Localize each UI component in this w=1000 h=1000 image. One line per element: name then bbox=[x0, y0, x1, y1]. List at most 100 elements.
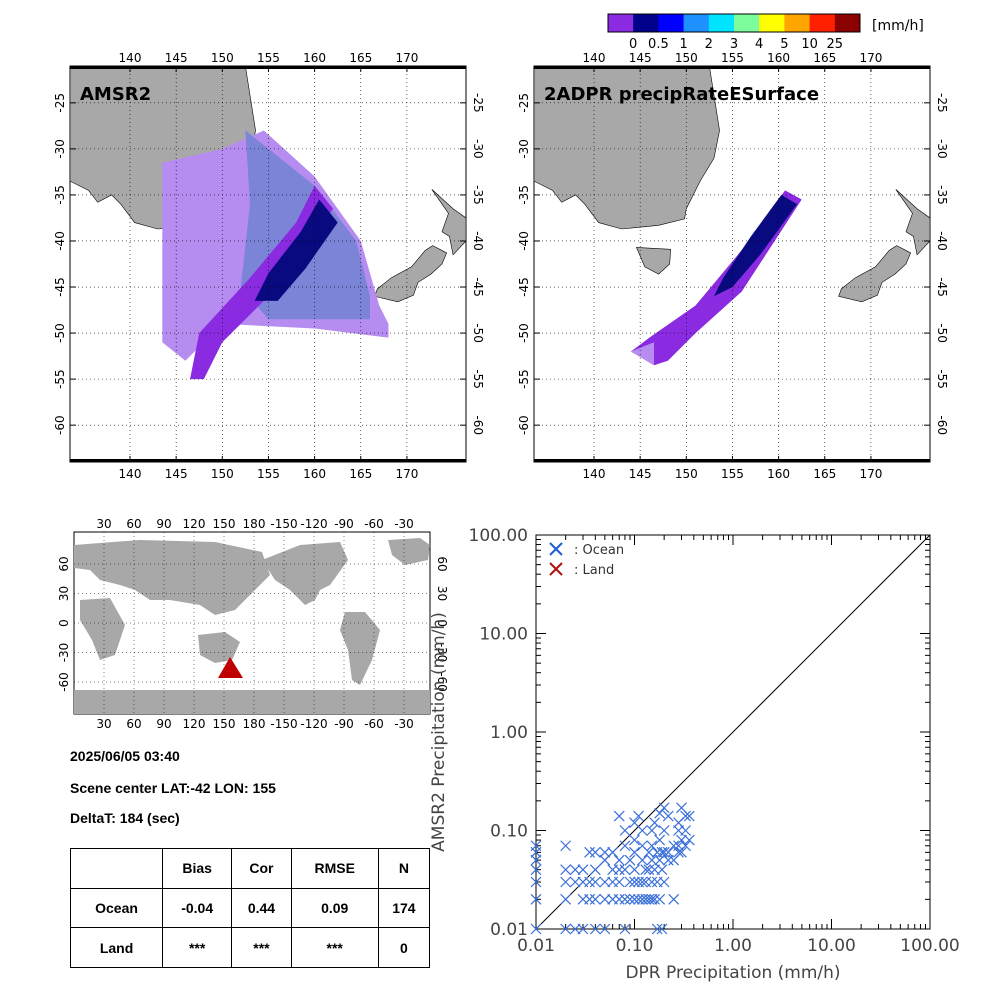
legend-marker-land bbox=[549, 562, 563, 576]
world-map-lon-label-bottom: 180 bbox=[243, 717, 266, 731]
world-map-lon-label-top: 120 bbox=[183, 517, 206, 531]
scatter-point-ocean bbox=[560, 864, 572, 876]
scatter-x-tick-label: 0.01 bbox=[517, 936, 555, 956]
colorbar-tick-label: 25 bbox=[827, 37, 844, 52]
scatter-plot: 0.010.01 0.10 0.10 1.00 1.00 10.00 10.00 100.00… bbox=[469, 526, 960, 956]
scatter-point-ocean bbox=[569, 876, 581, 888]
land-bias: *** bbox=[162, 927, 233, 968]
map-lat-label-left: -25 bbox=[517, 93, 531, 113]
scatter-point-ocean bbox=[662, 854, 674, 866]
world-continents bbox=[74, 538, 430, 714]
amsr2-map: 140 140 145 145 150 150 155 155 160 160 165 165 170 1… bbox=[53, 51, 485, 481]
map-lat-label-right: -40 bbox=[471, 231, 485, 251]
scatter-point-ocean bbox=[646, 825, 658, 836]
scatter-point-ocean bbox=[577, 864, 589, 876]
world-map-lon-label-bottom: 30 bbox=[96, 717, 111, 731]
map-lon-label-top: 145 bbox=[165, 51, 188, 65]
scatter-point-ocean bbox=[680, 825, 691, 836]
map-lon-label-top: 140 bbox=[583, 51, 606, 65]
map-lon-label-bottom: 145 bbox=[165, 467, 188, 481]
map-lon-label-top: 170 bbox=[859, 51, 882, 65]
new-zealand-north-island bbox=[895, 189, 931, 256]
world-map-lon-label-top: 150 bbox=[213, 517, 236, 531]
delta-t: DeltaT: 184 (sec) bbox=[70, 810, 180, 826]
world-map-lon-label-top: -60 bbox=[364, 517, 384, 531]
colorbar-segment bbox=[708, 14, 735, 32]
header-cor: Cor bbox=[231, 848, 292, 889]
scatter-point-ocean bbox=[613, 893, 625, 905]
map-lon-label-bottom: 140 bbox=[119, 467, 142, 481]
colorbar-tick-label: 1 bbox=[679, 37, 687, 52]
colorbar-segment bbox=[809, 14, 836, 32]
scatter-point-ocean bbox=[577, 923, 589, 935]
colorbar-tick-label: 3 bbox=[730, 37, 738, 52]
scatter-point-ocean bbox=[613, 854, 625, 866]
scatter-point-ocean bbox=[589, 846, 601, 858]
world-map-lat-label-right: -30 bbox=[435, 643, 449, 663]
scatter-point-ocean bbox=[599, 846, 611, 858]
scatter-point-ocean bbox=[636, 825, 648, 836]
map-lon-label-bottom: 145 bbox=[629, 467, 652, 481]
world-map-lat-label-right: 0 bbox=[435, 619, 449, 627]
map-lon-label-top: 150 bbox=[675, 51, 698, 65]
statistics-row-ocean: Ocean -0.04 0.44 0.09 174 bbox=[69, 887, 431, 929]
world-map-lon-label-bottom: -60 bbox=[364, 717, 384, 731]
scatter-point-ocean bbox=[619, 893, 631, 905]
scatter-point-ocean bbox=[629, 834, 640, 846]
new-zealand-north-island bbox=[431, 189, 467, 256]
colorbar-tick-label: 0.5 bbox=[648, 37, 669, 52]
scatter-point-ocean bbox=[530, 854, 542, 866]
amsr2-moderate-band bbox=[190, 185, 334, 380]
scatter-point-ocean bbox=[530, 864, 542, 876]
colorbar-tick-label: 2 bbox=[705, 37, 713, 52]
scatter-point-ocean bbox=[619, 864, 631, 876]
map-lat-label-left: -40 bbox=[53, 231, 67, 251]
scatter-point-ocean bbox=[656, 923, 668, 935]
statistics-row-land: Land *** *** *** 0 bbox=[69, 927, 431, 968]
scatter-point-ocean bbox=[658, 825, 670, 836]
scatter-x-tick-label: 0.10 bbox=[616, 936, 654, 956]
scatter-point-ocean bbox=[584, 846, 596, 858]
header-rmse: RMSE bbox=[290, 848, 379, 889]
scatter-point-ocean bbox=[613, 810, 625, 822]
statistics-header-row: Bias Cor RMSE N bbox=[69, 848, 431, 889]
scatter-point-ocean bbox=[676, 834, 687, 846]
scatter-point-ocean bbox=[619, 840, 631, 852]
map-lat-label-right: -45 bbox=[471, 277, 485, 297]
map-lon-label-top: 165 bbox=[349, 51, 372, 65]
world-map-lon-label-bottom: 60 bbox=[126, 717, 141, 731]
map-lat-label-left: -45 bbox=[53, 277, 67, 297]
world-map-lon-label-top: -90 bbox=[334, 517, 354, 531]
world-map-lon-label-bottom: 90 bbox=[156, 717, 171, 731]
world-map-lon-label-top: -120 bbox=[300, 517, 327, 531]
world-map: 303060609090120120150150180180-150-150-1… bbox=[57, 517, 449, 731]
scatter-point-ocean bbox=[619, 923, 631, 935]
map-border-bottom bbox=[534, 459, 930, 462]
scatter-point-ocean bbox=[530, 876, 542, 888]
scatter-point-ocean bbox=[662, 846, 674, 858]
scatter-y-tick-label: 1.00 bbox=[490, 723, 528, 743]
map-lat-label-left: -50 bbox=[53, 323, 67, 343]
world-map-lat-label-right: -60 bbox=[435, 672, 449, 692]
map-lat-label-right: -55 bbox=[471, 369, 485, 389]
scatter-point-ocean bbox=[589, 923, 601, 935]
scatter-point-ocean bbox=[658, 802, 670, 814]
ocean-bias: -0.04 bbox=[162, 887, 233, 929]
world-map-lat-label-left: -60 bbox=[57, 672, 71, 692]
map-lat-label-right: -40 bbox=[935, 231, 949, 251]
header-bias: Bias bbox=[162, 848, 233, 889]
dpr-light-precip-tail bbox=[630, 342, 654, 366]
scatter-point-ocean bbox=[607, 846, 619, 858]
colorbar-tick-label: 5 bbox=[780, 37, 788, 52]
ocean-n: 174 bbox=[377, 887, 431, 929]
colorbar-segment bbox=[834, 14, 861, 32]
legend-marker-ocean bbox=[549, 542, 563, 556]
map-lon-label-bottom: 170 bbox=[859, 467, 882, 481]
scene-datetime: 2025/06/05 03:40 bbox=[70, 748, 180, 764]
scatter-point-ocean bbox=[654, 893, 666, 905]
map-lat-label-left: -35 bbox=[53, 185, 67, 205]
colorbar-segment bbox=[784, 14, 811, 32]
ocean-cor: 0.44 bbox=[231, 887, 292, 929]
scatter-point-ocean bbox=[530, 923, 542, 935]
